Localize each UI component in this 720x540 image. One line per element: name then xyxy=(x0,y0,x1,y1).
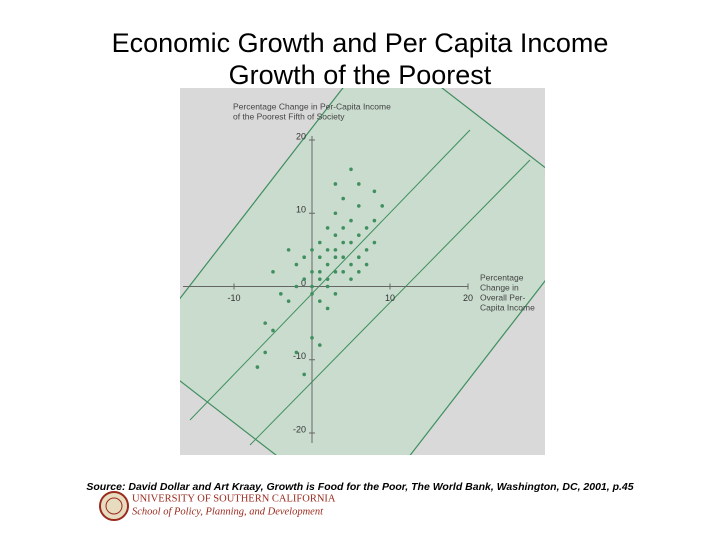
source-note: Source: David Dollar and Art Kraay, Grow… xyxy=(86,481,633,493)
y-tick-label: 20 xyxy=(296,131,306,141)
point xyxy=(357,270,361,274)
band-line xyxy=(249,159,531,446)
point xyxy=(333,270,338,274)
point xyxy=(357,204,361,208)
point xyxy=(318,299,322,303)
y-tick-label: 0 xyxy=(301,278,306,288)
point xyxy=(333,255,338,259)
point xyxy=(263,321,268,325)
usc-seal xyxy=(99,491,129,521)
point xyxy=(349,240,353,245)
point xyxy=(380,204,385,208)
point xyxy=(357,182,361,186)
point xyxy=(310,270,314,274)
y-tick-label: -20 xyxy=(293,424,306,434)
point xyxy=(341,255,346,259)
point xyxy=(325,306,330,311)
point xyxy=(325,284,330,289)
point xyxy=(302,372,307,377)
point xyxy=(271,270,275,274)
point xyxy=(349,167,353,172)
point xyxy=(318,240,322,245)
band xyxy=(180,88,545,455)
y-tick-label: -10 xyxy=(293,351,306,361)
point xyxy=(372,189,377,194)
x-axis-label: Change in xyxy=(480,282,519,292)
band-line xyxy=(189,129,471,421)
slide-title: Growth of the Poorest xyxy=(229,60,492,90)
point xyxy=(302,255,307,259)
confidence-band xyxy=(180,88,545,455)
y-axis-label: Percentage Change in Per-Capita Income xyxy=(233,101,391,111)
point xyxy=(372,218,377,223)
point xyxy=(341,226,346,230)
point xyxy=(364,248,369,252)
point xyxy=(279,292,283,296)
point xyxy=(357,233,361,238)
point xyxy=(310,248,314,252)
x-tick-label: 10 xyxy=(385,293,395,303)
point xyxy=(286,299,291,303)
chart: -10 10 20 -20 -10 0 10 20 Percentage Change in P… xyxy=(183,101,535,443)
point xyxy=(310,284,314,289)
point xyxy=(325,248,330,252)
usc-seal xyxy=(105,497,123,515)
point xyxy=(325,262,330,267)
point xyxy=(302,277,307,281)
x-tick-label: 20 xyxy=(463,293,473,303)
point xyxy=(255,365,260,369)
point xyxy=(349,277,353,281)
point xyxy=(364,262,369,267)
x-axis-label: Overall Per- xyxy=(480,292,526,302)
point xyxy=(318,255,322,259)
point xyxy=(333,211,338,216)
point xyxy=(286,248,291,252)
x-axis-label: Percentage xyxy=(480,272,524,282)
point xyxy=(318,277,322,281)
point xyxy=(294,284,299,289)
point xyxy=(318,343,322,347)
y-tick-label: 10 xyxy=(296,205,306,215)
point xyxy=(310,335,314,340)
point xyxy=(325,277,330,281)
point xyxy=(310,292,314,296)
slide-title: Economic Growth and Per Capita Income xyxy=(112,28,609,58)
logo-text: School of Policy, Planning, and Developm… xyxy=(132,506,324,517)
x-tick-label: -10 xyxy=(227,293,240,303)
x-axis-label: Capita Income xyxy=(480,302,535,312)
point xyxy=(349,262,353,267)
y-axis-label: of the Poorest Fifth of Society xyxy=(233,111,345,121)
point xyxy=(341,196,346,201)
point xyxy=(318,270,322,274)
point xyxy=(271,328,275,333)
point xyxy=(294,262,299,267)
point xyxy=(333,292,338,296)
point xyxy=(341,270,346,274)
logo-text: UNIVERSITY OF SOUTHERN CALIFORNIA xyxy=(132,493,336,504)
point xyxy=(372,240,377,245)
point xyxy=(263,350,268,355)
point xyxy=(333,182,338,186)
point xyxy=(357,255,361,259)
point xyxy=(333,233,338,238)
point xyxy=(333,248,338,252)
point xyxy=(349,218,353,223)
point xyxy=(364,226,369,230)
point xyxy=(325,226,330,230)
point xyxy=(294,350,299,355)
point xyxy=(341,240,346,245)
